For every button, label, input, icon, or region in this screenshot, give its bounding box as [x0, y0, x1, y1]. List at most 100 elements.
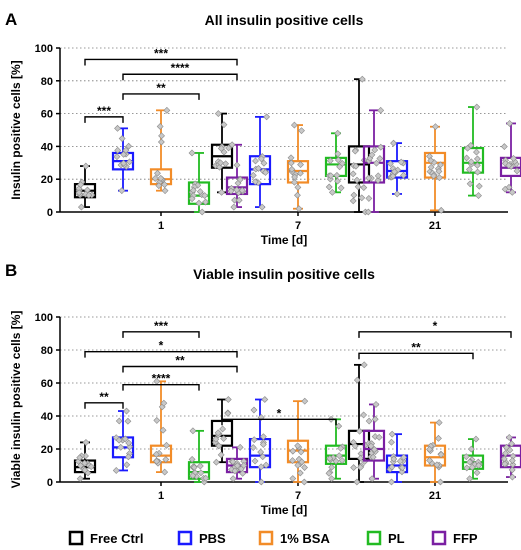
legend-label: FFP	[453, 531, 478, 546]
box-ffp	[225, 141, 249, 211]
data-point	[291, 173, 299, 181]
box-iqr	[385, 454, 409, 474]
data-point	[262, 169, 269, 176]
data-point	[388, 478, 395, 486]
data-point	[467, 158, 475, 166]
bracket-line	[358, 352, 474, 360]
y-tick-label: 60	[41, 378, 53, 390]
data-point	[229, 475, 237, 483]
y-tick-label: 40	[41, 411, 53, 423]
box-ffp	[362, 106, 386, 216]
data-point	[231, 467, 239, 475]
data-point	[215, 442, 223, 450]
data-point	[374, 172, 382, 180]
data-point	[435, 419, 443, 427]
x-tick-label: 7	[295, 490, 301, 502]
data-point	[240, 462, 248, 469]
data-point	[353, 478, 361, 486]
data-point	[354, 183, 362, 191]
data-point	[124, 417, 132, 425]
y-axis-label: Viable insulin positive cells [%]	[9, 311, 23, 489]
box-ffp	[499, 434, 521, 481]
data-point	[360, 411, 368, 419]
box-pl	[461, 103, 485, 200]
legend-label: PL	[388, 531, 405, 546]
data-point	[259, 433, 267, 441]
data-point	[77, 181, 85, 189]
panel-letter: B	[5, 261, 17, 280]
significance-label: **	[99, 390, 109, 404]
data-point	[82, 162, 90, 170]
data-point	[260, 159, 268, 167]
data-point	[124, 453, 132, 461]
box-iqr	[362, 145, 386, 184]
data-point	[364, 208, 372, 216]
data-point	[115, 417, 123, 425]
data-point	[436, 174, 443, 182]
y-tick-label: 80	[41, 345, 53, 357]
data-point	[353, 376, 361, 384]
x-tick-label: 7	[295, 220, 301, 232]
box-free-ctrl	[210, 110, 234, 196]
data-point	[373, 159, 380, 167]
data-point	[327, 172, 335, 180]
data-point	[508, 466, 516, 474]
data-point	[464, 144, 472, 152]
data-point	[293, 191, 301, 199]
data-point	[158, 132, 165, 140]
data-point	[501, 185, 509, 193]
data-point	[297, 161, 304, 169]
data-point	[224, 396, 232, 403]
data-point	[334, 150, 342, 158]
data-point	[356, 427, 364, 435]
data-point	[160, 399, 168, 407]
data-point	[157, 174, 165, 182]
data-point	[257, 155, 265, 163]
data-point	[335, 452, 343, 460]
data-point	[475, 461, 483, 469]
data-point	[263, 113, 271, 121]
data-point	[467, 445, 475, 453]
data-point	[197, 469, 205, 477]
data-point	[388, 438, 395, 446]
data-point	[219, 425, 227, 433]
data-point	[508, 188, 516, 196]
data-point	[252, 157, 259, 165]
bracket-line	[122, 383, 200, 391]
y-axis-label: Insulin positive cells [%]	[9, 60, 23, 199]
data-point	[290, 121, 298, 129]
box-pl	[187, 427, 211, 486]
data-point	[365, 195, 373, 202]
data-point	[77, 203, 85, 211]
data-point	[337, 444, 345, 452]
data-point	[475, 182, 483, 190]
data-point	[288, 165, 296, 173]
box-pl	[324, 129, 348, 196]
data-point	[297, 448, 305, 456]
significance-label: *	[433, 319, 438, 333]
data-point	[125, 142, 133, 150]
data-point	[503, 443, 510, 451]
data-point	[474, 168, 482, 176]
data-point	[220, 121, 228, 129]
y-tick-label: 60	[41, 109, 53, 121]
data-point	[473, 161, 481, 169]
data-point	[505, 162, 513, 169]
significance-bracket: *	[84, 339, 238, 358]
data-point	[251, 178, 259, 186]
data-point	[427, 157, 435, 164]
box-pl	[461, 435, 485, 483]
data-point	[257, 448, 265, 456]
data-point	[126, 158, 133, 166]
data-point	[123, 407, 130, 415]
data-point	[201, 192, 209, 199]
legend-label: 1% BSA	[280, 531, 330, 546]
bracket-line	[122, 93, 200, 100]
box-iqr	[362, 429, 386, 462]
data-point	[294, 183, 302, 191]
data-point	[217, 159, 224, 167]
box-ffp	[499, 120, 521, 196]
legend-item: PBS	[177, 530, 226, 546]
data-point	[500, 455, 508, 463]
box-iqr	[385, 160, 409, 179]
